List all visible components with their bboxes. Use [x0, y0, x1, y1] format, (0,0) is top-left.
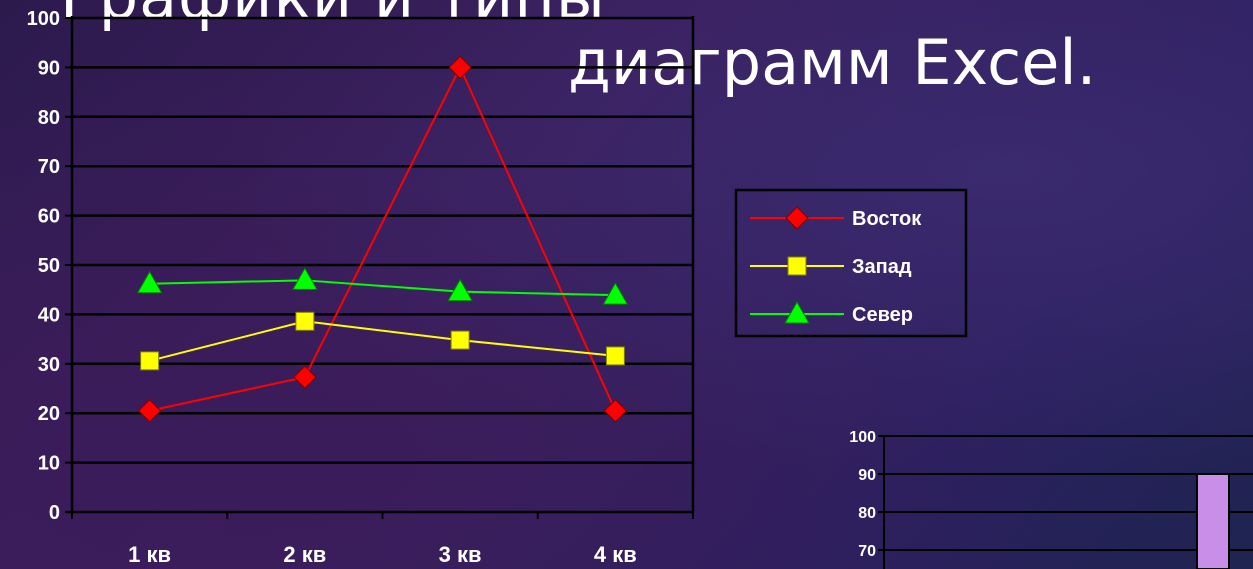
y-tick-label: 60 [38, 206, 60, 228]
data-point-square [450, 330, 470, 350]
y-tick-label: 30 [38, 354, 60, 376]
slide-title-top: Графики и типы [60, 0, 606, 33]
y-tick-label: 20 [38, 403, 60, 425]
y-tick-label: 0 [49, 502, 60, 524]
legend-label: Север [852, 304, 913, 326]
data-point-triangle [292, 267, 318, 290]
legend-marker [787, 256, 807, 276]
data-point-diamond [293, 365, 317, 389]
y-tick-label: 70 [38, 156, 60, 178]
y-tick-label: 80 [38, 107, 60, 129]
data-point-triangle [447, 278, 473, 302]
y-tick-label: 90 [38, 57, 60, 79]
y-tick-label: 40 [38, 304, 60, 326]
data-point-triangle [136, 270, 163, 294]
data-point-diamond [603, 399, 628, 423]
x-tick-label: 4 кв [594, 542, 637, 567]
legend-label: Восток [852, 208, 922, 230]
y-tick-label: 50 [38, 255, 60, 277]
legend-box [734, 188, 968, 338]
legend-marker [784, 300, 810, 324]
data-point-diamond [137, 399, 162, 423]
y-tick-label: 100 [27, 8, 60, 30]
data-point-square [605, 346, 625, 366]
data-point-square [295, 311, 315, 331]
data-point-triangle [602, 282, 629, 305]
bar-y-tick-label: 100 [849, 429, 876, 446]
x-tick-label: 2 кв [283, 542, 326, 567]
slide-title: диаграмм Excel. [568, 26, 1097, 99]
x-tick-label: 3 кв [439, 542, 482, 567]
y-tick-label: 10 [38, 453, 60, 475]
series-line-square [149, 320, 616, 362]
x-tick-label: 1 кв [128, 542, 171, 567]
data-point-diamond [448, 55, 472, 80]
bar-y-tick-label: 70 [858, 543, 876, 560]
series-line-triangle [149, 279, 616, 297]
series-line-diamond [149, 65, 617, 412]
bar-y-tick-label: 90 [858, 467, 876, 484]
bar-y-tick-label: 80 [858, 505, 876, 522]
bar [1196, 473, 1230, 569]
data-point-square [140, 351, 160, 371]
legend-label: Запад [852, 256, 912, 278]
legend-marker [785, 206, 809, 230]
